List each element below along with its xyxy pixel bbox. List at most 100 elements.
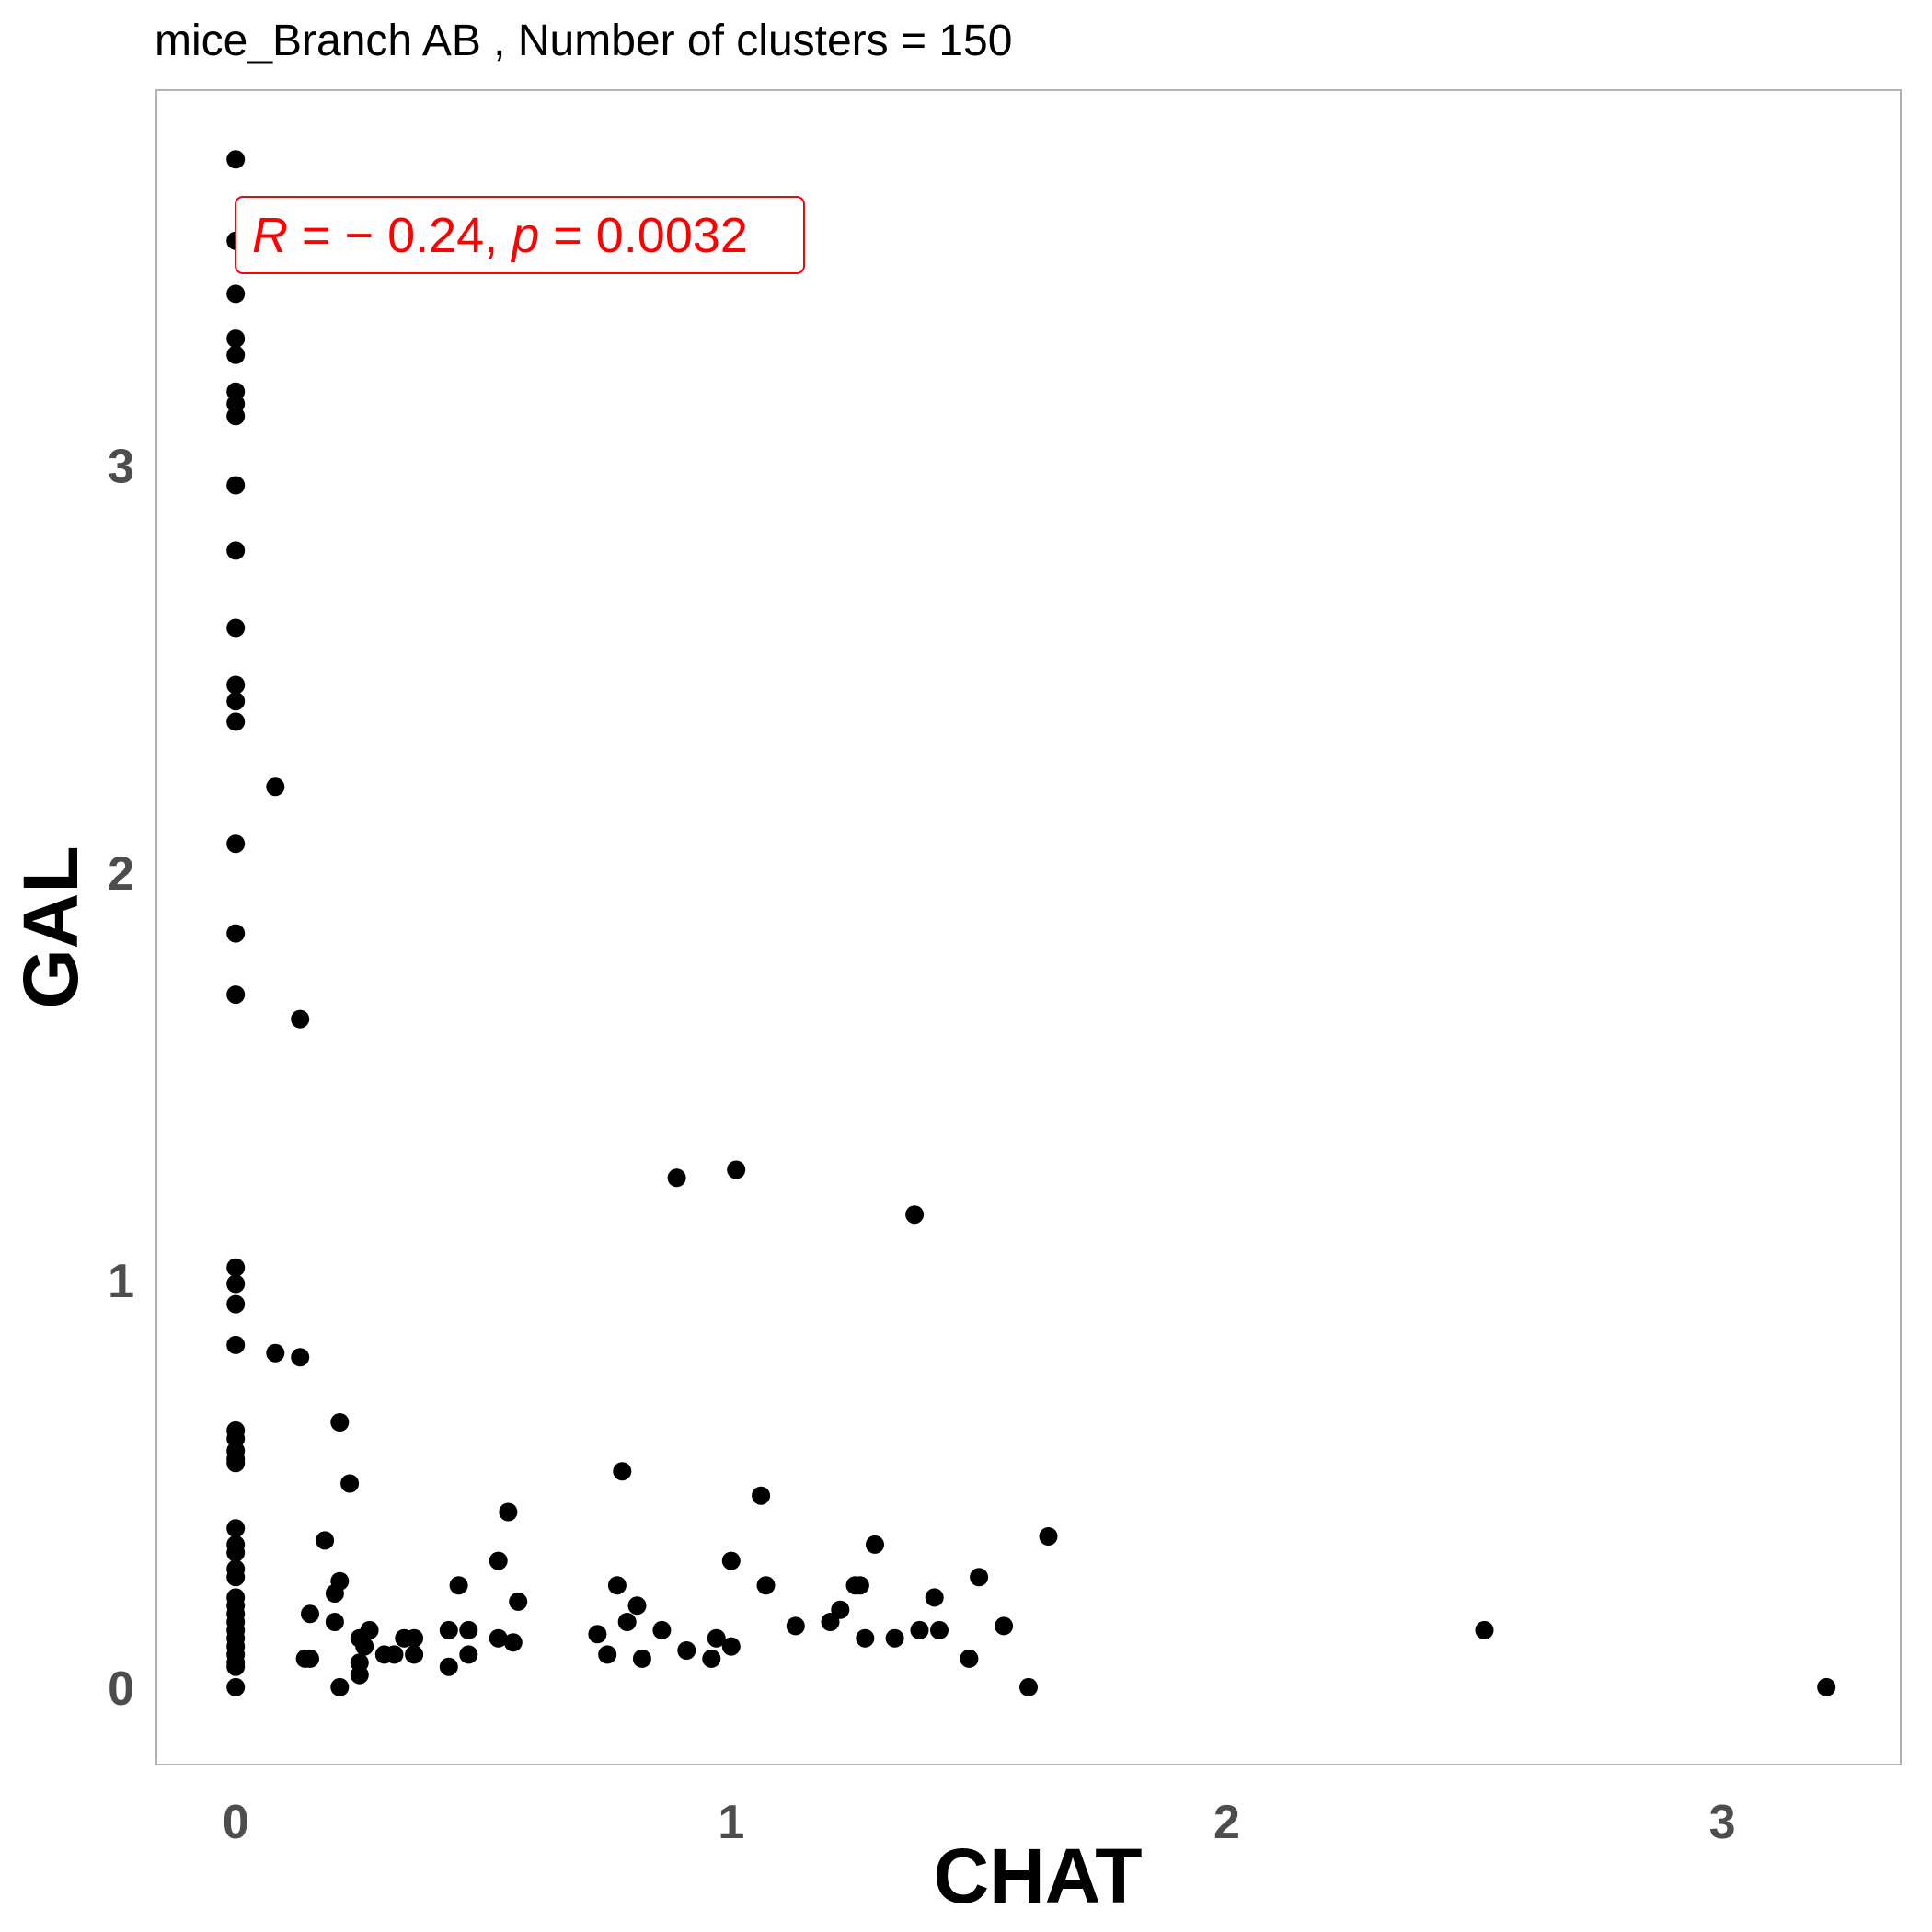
data-point: [885, 1628, 904, 1648]
data-point: [226, 541, 246, 560]
data-point: [266, 1343, 285, 1363]
annotation-box: [235, 196, 805, 274]
data-point: [226, 1543, 246, 1562]
data-point: [226, 1258, 246, 1277]
data-point: [707, 1628, 726, 1648]
annotation-text: R = − 0.24, p = 0.0032: [252, 208, 748, 263]
data-point: [613, 1462, 632, 1481]
data-point: [226, 834, 246, 854]
data-point: [1817, 1677, 1836, 1696]
x-axis-title: CHAT: [933, 1833, 1142, 1919]
data-point: [226, 712, 246, 731]
data-point: [727, 1160, 746, 1179]
data-point: [786, 1616, 805, 1636]
data-point: [291, 1009, 310, 1029]
data-point: [226, 1294, 246, 1314]
data-point: [489, 1628, 508, 1648]
data-point: [301, 1649, 319, 1668]
data-point: [930, 1620, 949, 1639]
data-point: [499, 1502, 518, 1522]
data-point: [459, 1645, 478, 1664]
data-point: [960, 1649, 979, 1668]
data-point: [385, 1645, 404, 1664]
y-tick-label: 1: [108, 1255, 134, 1308]
data-point: [226, 150, 246, 169]
data-point: [405, 1645, 424, 1664]
annotation-r-symbol: R: [252, 208, 288, 263]
data-point: [866, 1535, 884, 1554]
data-point: [325, 1584, 344, 1603]
data-point: [226, 985, 246, 1005]
data-point: [226, 692, 246, 711]
data-point: [330, 1413, 350, 1432]
data-point: [831, 1600, 850, 1619]
data-point: [821, 1613, 840, 1631]
data-point: [316, 1531, 335, 1550]
data-point: [226, 1657, 246, 1676]
data-point: [355, 1637, 374, 1656]
y-axis-ticks: 0 1 2 3: [108, 440, 134, 1716]
data-point: [503, 1633, 523, 1652]
data-point: [405, 1628, 424, 1648]
data-point: [925, 1588, 944, 1607]
y-tick-label: 2: [108, 847, 134, 901]
annotation-p-symbol: p: [510, 208, 539, 263]
data-point: [756, 1576, 776, 1595]
y-tick-label: 0: [108, 1662, 134, 1716]
annotation-r-value: = − 0.24,: [288, 208, 512, 263]
data-point: [856, 1628, 875, 1648]
data-point: [1039, 1527, 1058, 1546]
data-point: [226, 284, 246, 304]
correlation-annotation: R = − 0.24, p = 0.0032: [235, 196, 805, 274]
plot-panel: [155, 89, 1902, 1765]
data-point: [970, 1568, 989, 1587]
data-point: [652, 1620, 672, 1639]
data-point: [266, 777, 285, 797]
data-point: [226, 924, 246, 943]
data-point: [226, 1454, 246, 1473]
data-point: [340, 1474, 360, 1493]
annotation-p-value: = 0.0032: [539, 208, 748, 263]
data-point: [226, 1519, 246, 1538]
data-point: [226, 345, 246, 364]
data-point: [226, 618, 246, 638]
data-point: [850, 1576, 869, 1595]
data-point: [752, 1486, 771, 1505]
data-point: [439, 1657, 458, 1676]
data-point: [721, 1637, 741, 1656]
data-point: [226, 1274, 246, 1294]
data-point: [905, 1205, 925, 1225]
data-point: [910, 1620, 929, 1639]
data-point: [449, 1576, 468, 1595]
data-point: [459, 1620, 478, 1639]
data-point: [677, 1641, 696, 1660]
data-point: [325, 1613, 344, 1631]
data-point: [607, 1576, 627, 1595]
data-point: [1475, 1620, 1494, 1639]
y-tick-label: 3: [108, 440, 134, 493]
data-point: [588, 1625, 607, 1644]
data-point: [226, 1568, 246, 1587]
y-axis-title: GAL: [7, 845, 94, 1008]
data-point: [627, 1596, 647, 1616]
data-point: [226, 476, 246, 495]
data-point: [226, 1335, 246, 1354]
data-point: [439, 1620, 458, 1639]
data-point: [721, 1551, 741, 1570]
chart-title: mice_Branch AB , Number of clusters = 15…: [155, 17, 1012, 65]
data-point: [617, 1613, 637, 1631]
x-tick-label: 3: [1709, 1796, 1736, 1849]
x-axis-ticks: 0 1 2 3: [223, 1796, 1736, 1849]
data-point: [632, 1649, 651, 1668]
data-point: [330, 1677, 350, 1696]
x-tick-label: 2: [1213, 1796, 1240, 1849]
x-tick-label: 0: [223, 1796, 249, 1849]
data-point: [995, 1616, 1014, 1636]
data-point: [226, 329, 246, 349]
data-point: [226, 675, 246, 695]
x-tick-label: 1: [718, 1796, 744, 1849]
points-layer: [226, 150, 1836, 1696]
data-point: [509, 1592, 528, 1611]
data-point: [226, 407, 246, 426]
